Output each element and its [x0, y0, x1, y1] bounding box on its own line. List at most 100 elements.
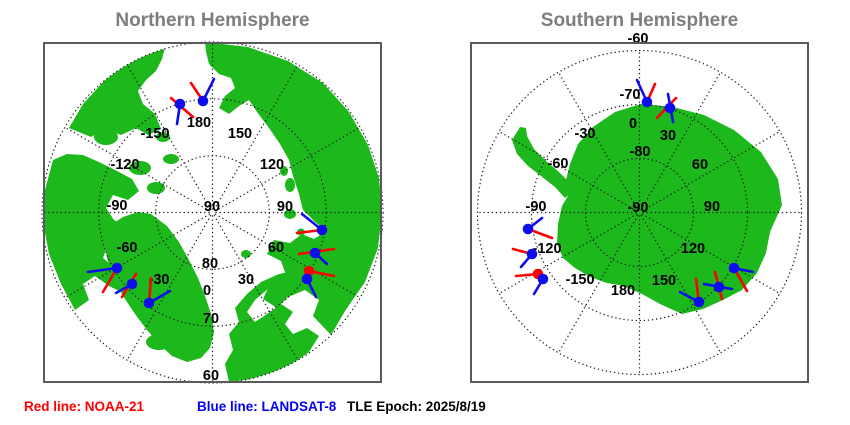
satellite-marker [297, 247, 336, 266]
meridian-line [214, 213, 361, 299]
grid-label: 30 [660, 128, 676, 144]
grid-label: 150 [228, 126, 252, 142]
landsat8-position-dot [641, 96, 653, 108]
landsat8-position-dot [126, 278, 138, 290]
grid-label: 120 [681, 241, 705, 257]
grid-label: -60 [117, 240, 138, 256]
grid-label: -60 [628, 31, 649, 47]
landsat8-position-dot [728, 262, 740, 274]
tle-epoch-text: TLE Epoch: 2025/8/19 [347, 399, 486, 414]
land-antarctic-peninsula [512, 127, 572, 198]
satellite-marker [143, 276, 172, 309]
meridian-line [214, 126, 361, 212]
satellite-marker [655, 92, 678, 124]
grid-label: 30 [238, 272, 254, 288]
grid-label: -70 [620, 87, 641, 103]
land-greenland [104, 212, 214, 362]
landsat8-position-dot [174, 98, 186, 110]
grid-labels: 180 -150 150 -120 120 -90 90 90 -60 60 -30 30 0 80 70 6… [107, 115, 294, 384]
landsat8-position-dot [309, 247, 321, 259]
land-severnaya-zemlya [285, 178, 295, 192]
grid-label: 60 [203, 368, 219, 384]
grid-label: -150 [565, 272, 594, 288]
grid-label: -90 [526, 199, 547, 215]
meridian-line [498, 213, 638, 295]
land-alaska [69, 48, 165, 137]
landsat8-position-dot [693, 296, 705, 308]
legend-blue-landsat8: Blue line: LANDSAT-8 [197, 399, 337, 414]
landsat8-position-dot [713, 281, 725, 293]
land-eurasia [205, 42, 382, 335]
land-layer [43, 42, 382, 382]
land-arctic-island [94, 129, 118, 145]
satellite-marker [678, 277, 705, 308]
grid-label: 90 [204, 199, 220, 215]
southern-hemisphere-title: Southern Hemisphere [540, 10, 739, 31]
satellite-marker [301, 265, 336, 299]
noaa21-position-dot [303, 265, 315, 277]
grid-label: -90 [628, 200, 649, 216]
grid-label: 180 [187, 115, 211, 131]
northern-hemisphere-map: 180 -150 150 -120 120 -90 90 90 -60 60 -30 30 0 80 70 6… [41, 41, 384, 384]
satellite-marker [511, 247, 538, 269]
meridian-line [640, 214, 722, 354]
grid-label: -90 [107, 198, 128, 214]
plot-frame [470, 42, 809, 383]
grid-label: -30 [149, 272, 170, 288]
land-antarctica [557, 104, 782, 314]
grid-label: 0 [629, 116, 637, 132]
satellite-marker [169, 96, 195, 126]
grid-label: 120 [260, 157, 284, 173]
land-arctic-island [163, 154, 179, 164]
satellite-marker [702, 270, 734, 301]
meridian-line [64, 126, 211, 212]
satellite-markers [511, 78, 755, 308]
satellite-marker [295, 212, 328, 236]
landsat8-position-dot [111, 262, 123, 274]
meridian-line [64, 213, 211, 299]
landsat8-position-dot [522, 223, 534, 235]
grid-label: -120 [532, 241, 561, 257]
satellite-marker [514, 268, 549, 296]
meridian-line [126, 214, 212, 361]
latitude-circle [584, 157, 695, 268]
meridian-line [640, 71, 722, 211]
satellite-marker [189, 77, 216, 107]
graticule [476, 49, 803, 376]
meridian-line [213, 64, 299, 211]
satellite-marker [86, 262, 123, 294]
landsat8-position-dot [197, 95, 209, 107]
grid-label: 150 [652, 273, 676, 289]
latitude-circle [530, 103, 749, 322]
satellite-marker [522, 216, 554, 240]
grid-label: -120 [110, 157, 139, 173]
land-arctic-island [122, 115, 140, 127]
grid-label: -30 [575, 126, 596, 142]
grid-label: 60 [692, 157, 708, 173]
grid-label: 70 [203, 311, 219, 327]
grid-label: 60 [268, 240, 284, 256]
land-iceland [146, 334, 172, 350]
landsat8-position-dot [526, 248, 538, 260]
grid-label: 90 [277, 199, 293, 215]
meridian-line [126, 64, 212, 211]
satellite-marker [728, 262, 755, 293]
grid-labels: -60 -70 -80 -90 0 30 -30 60 -60 90 -90 120 -120 150 -1… [526, 31, 721, 299]
latitude-circle [476, 49, 803, 376]
landsat8-position-dot [301, 273, 313, 285]
land-svalbard [241, 250, 251, 258]
landsat8-position-dot [316, 224, 328, 236]
land-scandinavia [225, 270, 319, 382]
satellite-marker [635, 78, 657, 108]
land-arctic-island [129, 161, 151, 175]
grid-label: 80 [202, 256, 218, 272]
land-novaya-zemlya [284, 209, 296, 219]
grid-label: -80 [630, 144, 651, 160]
grid-label: 180 [611, 283, 635, 299]
satellite-markers [86, 77, 336, 309]
landsat8-position-dot [537, 273, 549, 285]
landsat8-position-dot [143, 297, 155, 309]
grid-label: 90 [704, 199, 720, 215]
satellite-marker [114, 272, 138, 299]
landsat8-position-dot [664, 102, 676, 114]
